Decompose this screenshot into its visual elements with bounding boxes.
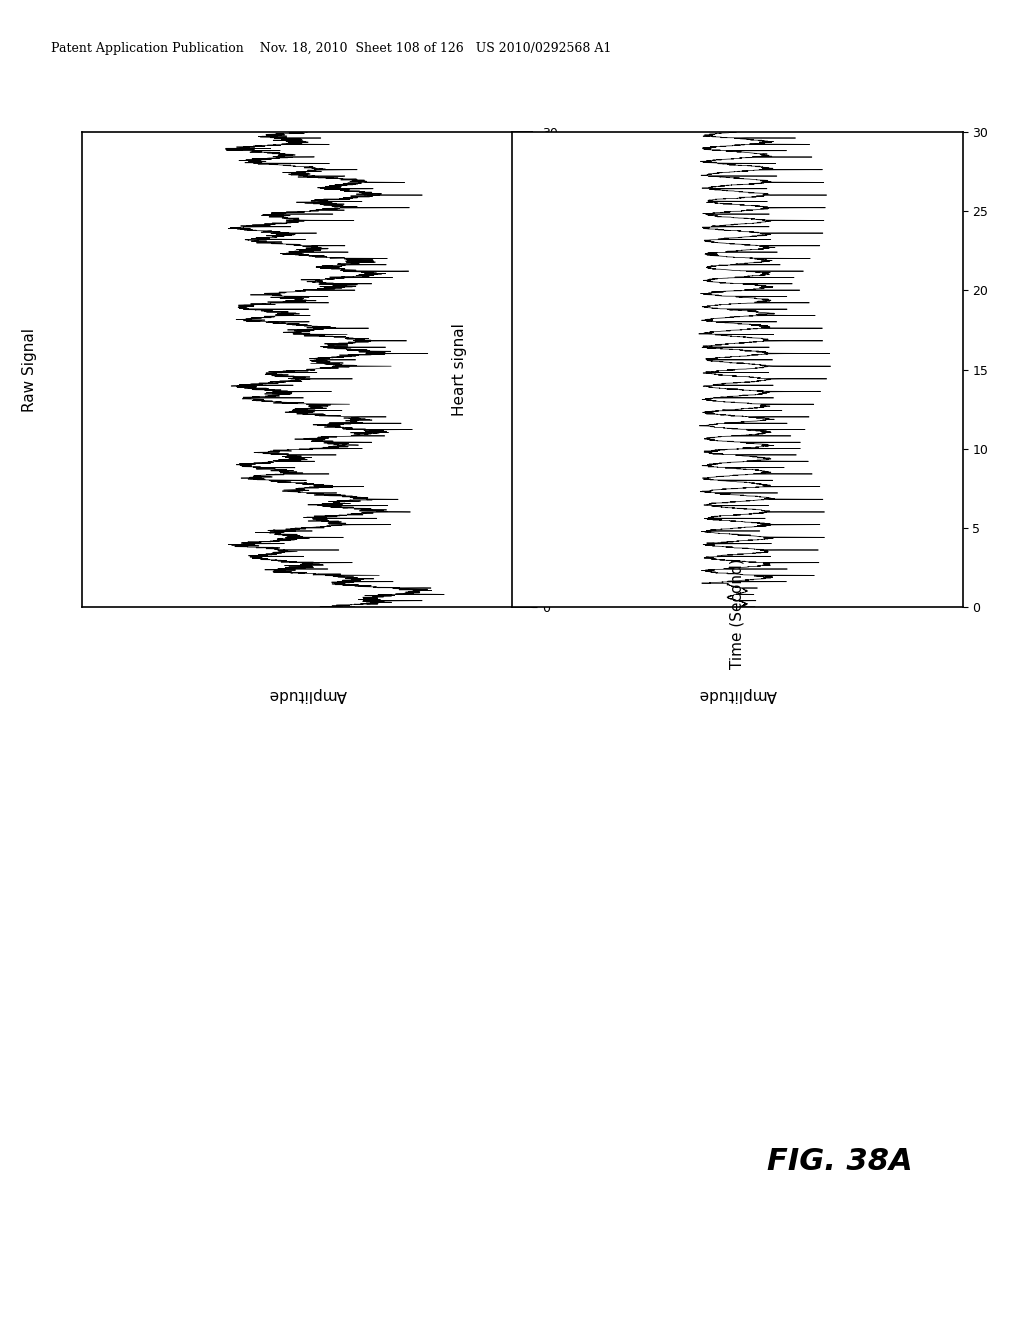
Text: Heart signal: Heart signal [452,323,467,416]
Text: Time (Second): Time (Second) [730,558,744,669]
Text: Raw Signal: Raw Signal [22,327,37,412]
Text: FIG. 38A: FIG. 38A [767,1147,912,1176]
Text: Amplitude: Amplitude [268,686,346,702]
Text: Amplitude: Amplitude [698,686,776,702]
Text: Patent Application Publication    Nov. 18, 2010  Sheet 108 of 126   US 2010/0292: Patent Application Publication Nov. 18, … [51,42,611,55]
